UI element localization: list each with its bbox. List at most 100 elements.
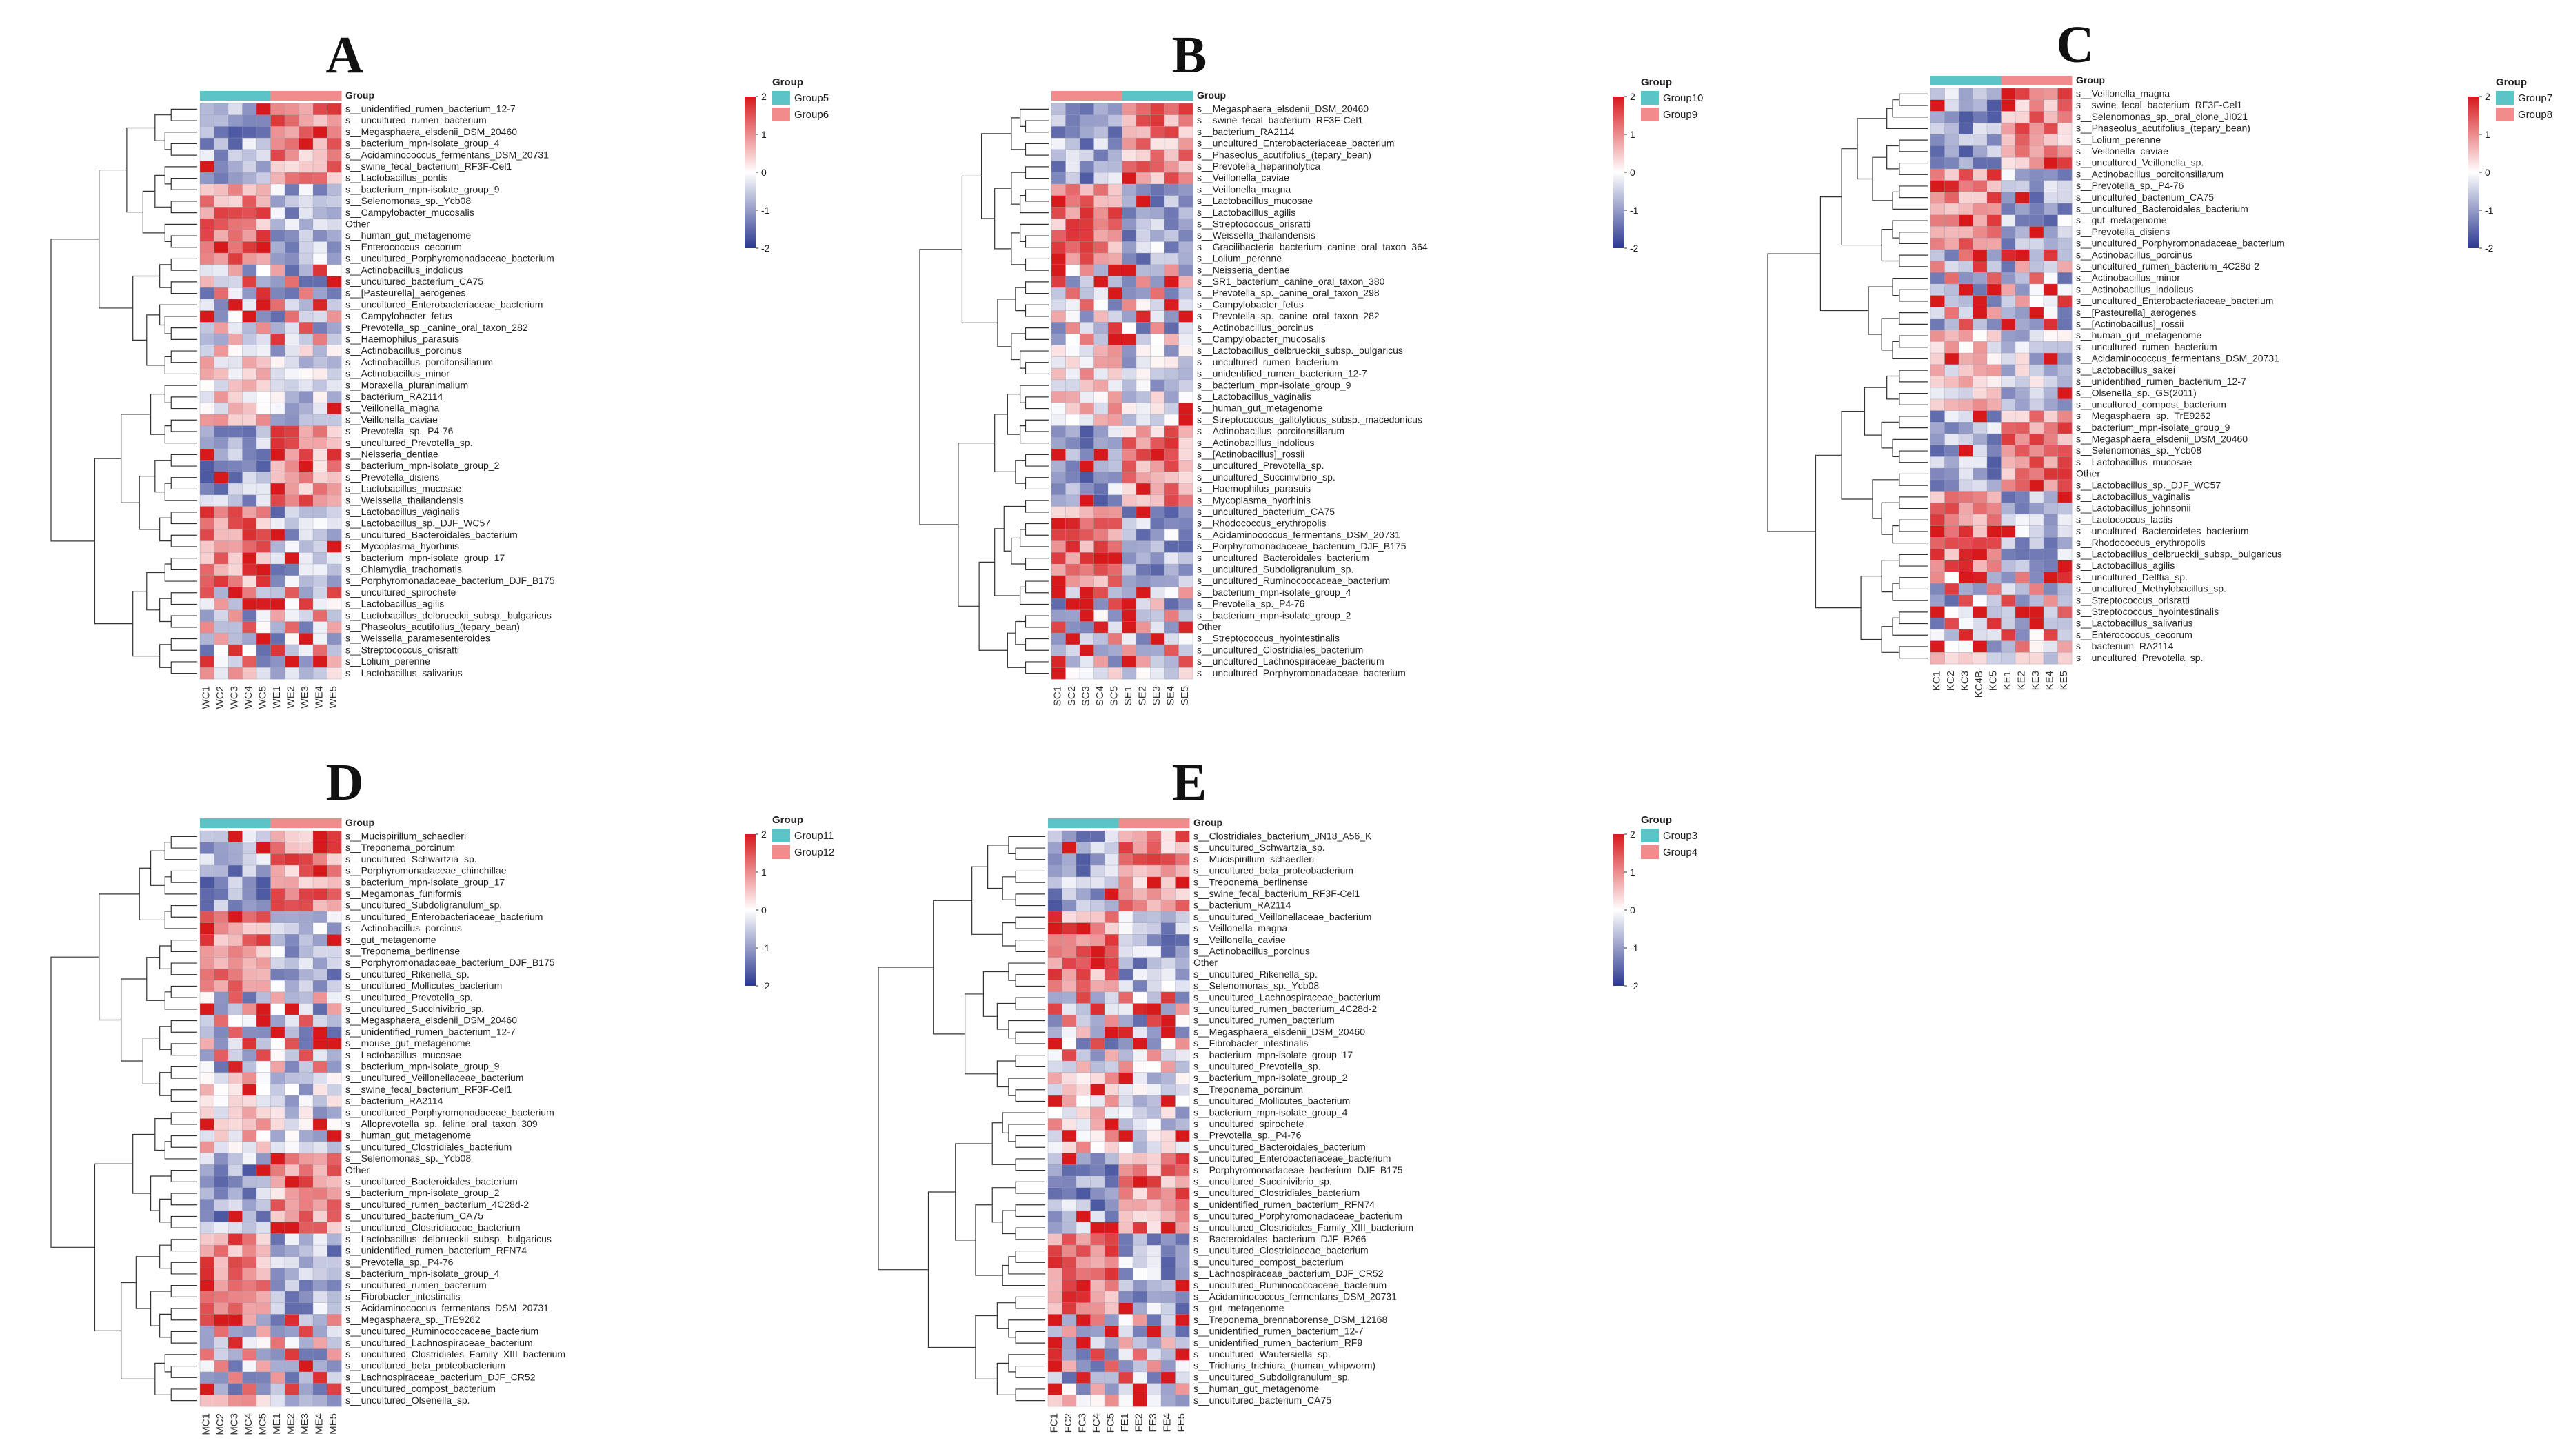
dendrogram-branch — [1899, 646, 1928, 659]
legend-label: Group3 — [1663, 830, 1697, 842]
heatmap-cell — [2044, 434, 2058, 446]
row-label: s__uncultured_compost_bacterium — [2076, 398, 2226, 410]
heatmap-cell — [1959, 398, 1973, 411]
heatmap-cell — [200, 529, 214, 541]
heatmap-cell — [313, 575, 327, 587]
row-label: s__Neisseria_dentiae — [345, 449, 438, 460]
heatmap-cell — [1161, 1095, 1176, 1108]
heatmap-cell — [1987, 180, 2002, 192]
heatmap-cell — [327, 1130, 342, 1142]
heatmap-cell — [1093, 161, 1109, 173]
heatmap-cell — [1147, 991, 1162, 1004]
heatmap-cell — [242, 564, 257, 576]
heatmap-cell — [2001, 606, 2016, 618]
heatmap-cell — [270, 667, 285, 680]
dendrogram-branch — [170, 1043, 197, 1056]
heatmap-cell — [2044, 387, 2058, 400]
heatmap-cell — [1051, 449, 1066, 461]
heatmap-cell — [1065, 356, 1080, 369]
heatmap-cell — [299, 1395, 314, 1407]
heatmap-cell — [1122, 644, 1137, 656]
heatmap-cell — [214, 518, 229, 530]
heatmap-cell — [1062, 1015, 1077, 1027]
heatmap-cell — [299, 391, 314, 403]
column-label: SC2 — [1066, 686, 1078, 706]
heatmap-cell — [313, 103, 327, 116]
heatmap-cell — [2001, 157, 2016, 170]
heatmap-cell — [2044, 618, 2058, 630]
scale-tick-label: 0 — [1630, 167, 1635, 178]
heatmap-cell — [2057, 387, 2073, 400]
dendrogram-branch — [1015, 1158, 1045, 1171]
heatmap-cell — [1080, 483, 1094, 496]
heatmap-cell — [228, 1280, 243, 1292]
heatmap-cell — [327, 460, 342, 472]
color-scale-bar — [1613, 834, 1624, 986]
heatmap-cell — [1051, 552, 1066, 565]
heatmap-cell — [256, 957, 271, 969]
heatmap-cell — [214, 934, 229, 947]
heatmap-cell — [1987, 307, 2002, 319]
heatmap-cell — [1076, 957, 1091, 969]
heatmap-cell — [327, 1371, 342, 1384]
heatmap-cell — [1048, 991, 1062, 1004]
heatmap-cell — [1090, 1371, 1105, 1384]
heatmap-cell — [1164, 322, 1179, 334]
heatmap-cell — [2029, 434, 2044, 446]
heatmap-cell — [1076, 1187, 1091, 1200]
legend-label: Group6 — [794, 109, 829, 121]
heatmap-cell — [327, 644, 342, 656]
heatmap-cell — [242, 1061, 257, 1073]
heatmap-cell — [1944, 618, 1959, 630]
heatmap-cell — [270, 934, 285, 947]
heatmap-cell — [2044, 503, 2058, 515]
heatmap-cell — [1118, 991, 1133, 1004]
heatmap-cell — [270, 1280, 285, 1292]
heatmap-cell — [200, 900, 214, 912]
heatmap-cell — [2044, 134, 2058, 146]
dendrogram-branch — [1008, 836, 1045, 854]
heatmap-cell — [242, 1314, 257, 1326]
heatmap-cell — [313, 842, 327, 854]
heatmap-cell — [327, 957, 342, 969]
heatmap-cell — [1105, 1187, 1119, 1200]
heatmap-cell — [1150, 564, 1165, 576]
heatmap-cells — [1051, 103, 1193, 680]
heatmap-cell — [1930, 307, 1945, 319]
heatmap-cell — [1164, 494, 1179, 507]
dendrogram-branch — [164, 356, 197, 375]
heatmap-cell — [285, 1095, 299, 1108]
row-label: s__Lactobacillus_vaginalis — [1197, 391, 1311, 402]
column-dendrogram — [1937, 57, 2065, 73]
dendrogram-branch — [1881, 502, 1899, 535]
heatmap-cell — [270, 1026, 285, 1038]
heatmap-cell — [1062, 1348, 1077, 1361]
dendrogram-branch — [170, 454, 197, 467]
dendrogram-branch — [991, 1187, 1016, 1223]
row-label: s__Campylobacter_fetus — [345, 310, 452, 321]
heatmap-cell — [1150, 494, 1165, 507]
heatmap-cell — [313, 911, 327, 923]
heatmap-cell — [313, 1233, 327, 1246]
heatmap-cell — [1150, 356, 1165, 369]
heatmap-cell — [214, 230, 229, 242]
heatmap-cell — [327, 656, 342, 668]
heatmap-cell — [2029, 549, 2044, 561]
heatmap-cell — [1118, 1199, 1133, 1211]
heatmap-cell — [285, 1371, 299, 1384]
row-label: s__bacterium_mpn-isolate_group_17 — [345, 876, 505, 887]
heatmap-cell — [1930, 123, 1945, 135]
heatmap-cell — [1147, 1038, 1162, 1050]
heatmap-cell — [1147, 1026, 1162, 1038]
heatmap-cell — [1105, 991, 1119, 1004]
heatmap-cell — [2029, 238, 2044, 250]
heatmap-cell — [313, 1176, 327, 1189]
legend-label: Group9 — [1663, 109, 1697, 121]
heatmap-cell — [242, 1015, 257, 1027]
heatmap-cell — [2044, 111, 2058, 123]
heatmap-cell — [1178, 494, 1193, 507]
heatmap-cell — [1150, 138, 1165, 150]
column-dendrogram-branch — [278, 84, 292, 88]
dendrogram-branch — [170, 1308, 197, 1321]
heatmap-cell — [1090, 876, 1105, 889]
